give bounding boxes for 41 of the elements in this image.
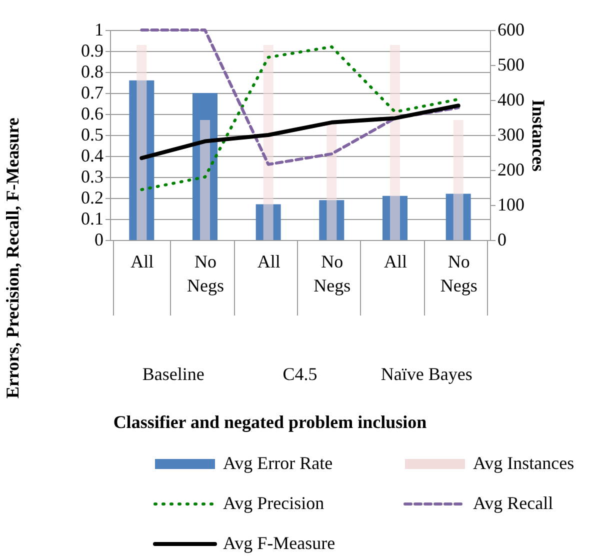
y2-tick-label: 100 [498,194,524,214]
legend-label: Avg Recall [473,493,554,513]
y2-tick-label: 400 [498,90,524,110]
line-series [140,45,460,192]
y-tick-label: 0.7 [81,82,104,102]
text: C4.5 [282,364,318,384]
x-tick-label: All [130,252,154,272]
y-tick-label: 1 [94,20,104,40]
text: Baseline [142,364,204,384]
y2-tick-label: 200 [498,160,524,180]
legend-label: Avg F-Measure [223,533,336,553]
x-tick-label: No Negs [440,252,478,296]
y-tick-label: 0.1 [81,208,104,228]
legend-label: Avg Precision [223,493,324,513]
x-tick-label: No Negs [314,252,351,296]
legend-label: Avg Instances [473,453,574,473]
y-tick-label: 0.9 [81,40,104,60]
y-tick-label: 0.5 [81,124,104,144]
y-tick-label: 0.4 [81,146,104,166]
y2-tick-label: 600 [498,20,524,40]
x-tick-label: All [257,252,280,272]
y2-axis-title: Instances [528,99,548,172]
line-series [140,104,460,160]
bar [382,196,408,240]
y-axis-title: Errors, Precision, Recall, F-Measure [2,118,22,398]
legend-label: Avg Error Rate [223,453,333,473]
x-tick-label: All [384,252,408,272]
bar [256,204,281,240]
text: Naïve Bayes [380,364,472,384]
y-tick-label: 0 [94,230,104,250]
y-tick-label: 0.6 [81,104,104,124]
y2-tick-label: 500 [498,54,524,74]
y-tick-label: 0.2 [81,188,104,208]
line-series [140,28,460,166]
x-tick-label: No Negs [187,252,224,296]
y2-tick-label: 300 [498,124,524,144]
bar [192,93,218,240]
y-tick-label: 0.8 [81,62,104,82]
y2-tick-label: 0 [498,230,506,250]
text: Classifier and negated problem inclusion [113,412,427,432]
y-tick-label: 0.3 [81,166,104,186]
